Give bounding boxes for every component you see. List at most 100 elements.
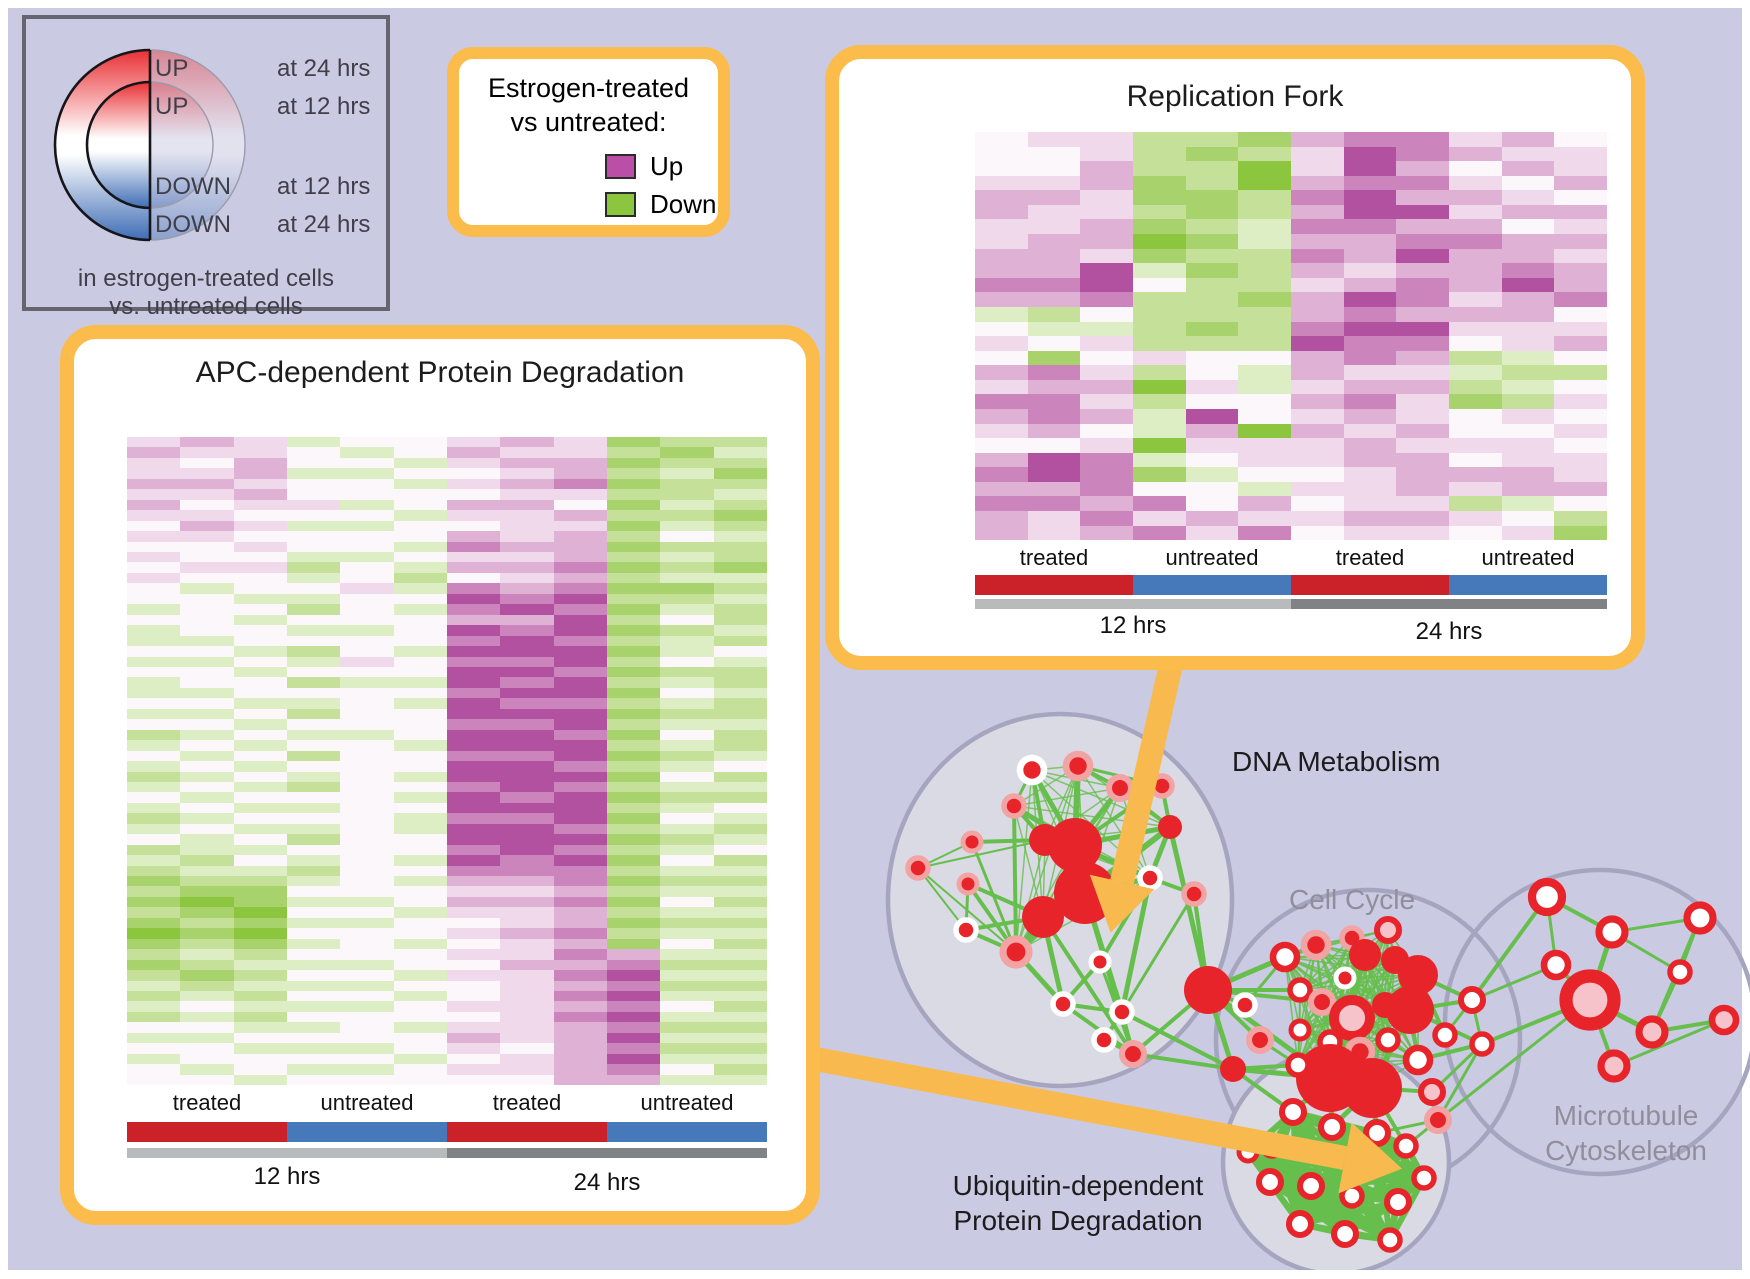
heatmap-cell (606, 1074, 661, 1086)
heatmap-cell (1080, 190, 1134, 205)
network-node (960, 830, 984, 854)
heatmap-cell (340, 740, 394, 751)
heatmap-cell (233, 468, 287, 479)
heatmap-cell (553, 656, 607, 667)
heatmap-row (127, 562, 767, 573)
heatmap-cell (1343, 292, 1397, 307)
heatmap-cell (660, 938, 714, 950)
heatmap-cell (233, 614, 287, 626)
heatmap-cell (500, 1043, 554, 1054)
heatmap-cell (393, 499, 447, 511)
heatmap-cell (1080, 394, 1134, 409)
heatmap-cell (500, 740, 554, 751)
heatmap-cell (500, 938, 554, 950)
heatmap-cell (1554, 306, 1608, 322)
heatmap-cell (1027, 423, 1081, 439)
heatmap-cell (1501, 423, 1555, 439)
heatmap-cell (233, 510, 287, 521)
network-node (1683, 901, 1717, 935)
heatmap-row (127, 666, 767, 678)
heatmap-cell (1449, 234, 1502, 249)
heatmap-cell (1133, 336, 1186, 351)
heatmap-cell (1396, 234, 1450, 249)
heatmap-cell (1185, 511, 1239, 526)
heatmap-cell (393, 541, 447, 552)
heatmap-cell (713, 813, 767, 824)
heatmap-cell (446, 855, 501, 866)
heatmap-cell (606, 719, 661, 730)
heatmap-cell (606, 677, 661, 688)
condition-bar-segment (975, 575, 1133, 595)
heatmap-cell (1396, 263, 1450, 278)
network-node (1300, 929, 1332, 961)
heatmap-cell (713, 876, 767, 887)
heatmap-cell (660, 823, 714, 835)
estrogen-legend-box: Estrogen-treated vs untreated: Up Down (447, 47, 730, 237)
heatmap-cell (446, 844, 501, 856)
heatmap-cell (1501, 292, 1555, 307)
heatmap-cell (127, 551, 181, 563)
heatmap-cell (393, 447, 447, 458)
heatmap-row (127, 823, 767, 835)
heatmap-cell (393, 562, 447, 573)
heatmap-cell (446, 437, 501, 448)
heatmap-row (127, 876, 767, 887)
key-dir-label: DOWN (155, 173, 231, 200)
heatmap-row (127, 980, 767, 992)
heatmap-cell (286, 489, 341, 500)
heatmap-cell (713, 468, 767, 479)
heatmap-cell (1501, 336, 1555, 351)
heatmap-cell (446, 531, 501, 542)
heatmap-cell (446, 708, 501, 720)
heatmap-cell (606, 1011, 661, 1023)
heatmap-cell (446, 583, 501, 594)
network-node (1373, 915, 1403, 945)
network-edge (1297, 944, 1317, 1066)
heatmap-cell (1501, 525, 1555, 541)
heatmap-cell (393, 625, 447, 636)
heatmap-cell (975, 438, 1028, 453)
heatmap-cell (1501, 161, 1555, 176)
network-edge (1041, 915, 1135, 1056)
heatmap-cell (553, 771, 607, 782)
heatmap-cell (1133, 219, 1186, 235)
heatmap-cell (340, 886, 394, 897)
heatmap-cell (286, 1064, 341, 1075)
heatmap-cell (975, 496, 1028, 512)
heatmap-row (975, 511, 1608, 526)
heatmap-cell (553, 896, 607, 908)
heatmap-cell (446, 604, 501, 615)
heatmap-cell (1133, 423, 1186, 439)
heatmap-cell (500, 583, 554, 594)
heatmap-cell (1291, 132, 1344, 147)
heatmap-cell (393, 708, 447, 720)
heatmap-cell (553, 499, 607, 511)
heatmap-cell (553, 823, 607, 835)
heatmap-cell (1238, 511, 1292, 526)
heatmap-cell (393, 761, 447, 772)
heatmap-row (127, 1032, 767, 1044)
heatmap-cell (1185, 161, 1239, 176)
heatmap-cell (1027, 234, 1081, 249)
heatmap-cell (1343, 452, 1397, 468)
heatmap-cell (286, 635, 341, 647)
heatmap-row (127, 865, 767, 877)
heatmap-cell (606, 917, 661, 929)
heatmap-cell (975, 277, 1028, 293)
heatmap-cell (1554, 394, 1608, 409)
heatmap-cell (975, 365, 1028, 380)
heatmap-cell (1554, 511, 1608, 526)
heatmap-cell (180, 489, 234, 500)
heatmap-row (975, 496, 1608, 512)
heatmap-row (127, 1001, 767, 1012)
heatmap-cell (233, 447, 287, 458)
network-node (1269, 941, 1301, 973)
network-node (1559, 969, 1621, 1031)
heatmap-cell (500, 478, 554, 490)
heatmap-cell (500, 687, 554, 699)
heatmap-cell (606, 656, 661, 667)
heatmap-cell (500, 614, 554, 626)
heatmap-cell (446, 991, 501, 1002)
heatmap-cell (1027, 292, 1081, 307)
heatmap-cell (500, 572, 554, 584)
